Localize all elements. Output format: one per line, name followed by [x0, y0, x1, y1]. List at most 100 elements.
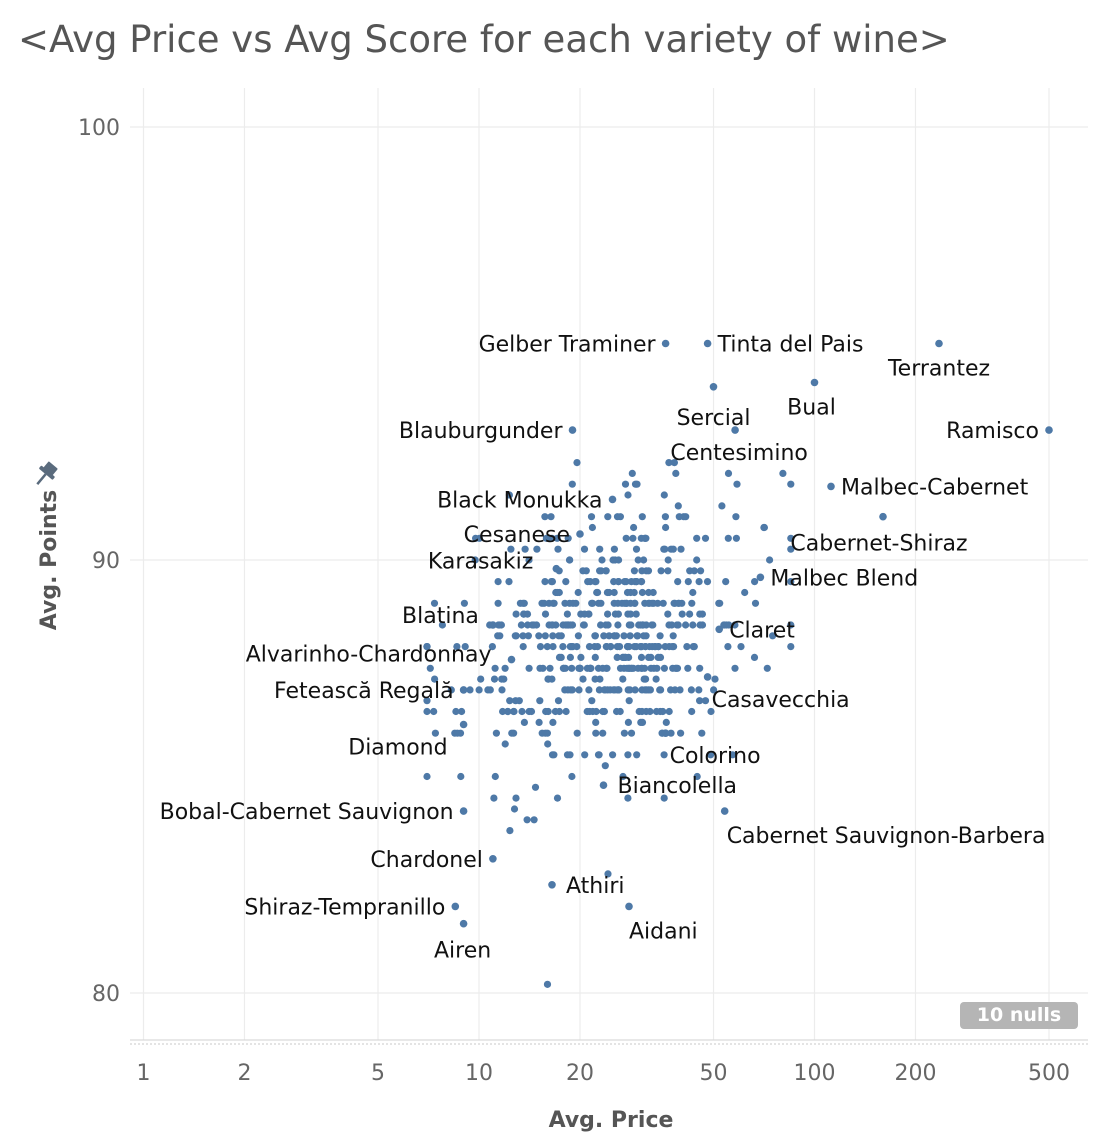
labeled-data-point[interactable]	[576, 530, 584, 538]
data-point[interactable]	[523, 610, 532, 618]
data-point[interactable]	[652, 707, 661, 716]
data-point[interactable]	[632, 610, 640, 618]
data-point[interactable]	[696, 610, 704, 618]
data-point[interactable]	[510, 805, 519, 813]
data-point[interactable]	[630, 523, 638, 532]
data-point[interactable]	[701, 534, 710, 542]
data-point[interactable]	[548, 621, 557, 629]
data-point[interactable]	[632, 545, 641, 553]
data-point[interactable]	[751, 578, 759, 586]
data-point[interactable]	[518, 707, 526, 716]
data-point[interactable]	[523, 816, 531, 824]
data-point[interactable]	[505, 578, 513, 586]
data-point[interactable]	[624, 751, 632, 759]
data-point[interactable]	[664, 556, 672, 564]
data-point[interactable]	[615, 556, 623, 564]
data-point[interactable]	[541, 632, 549, 640]
data-point[interactable]	[675, 513, 683, 521]
data-point[interactable]	[599, 707, 607, 716]
data-point[interactable]	[597, 621, 605, 629]
data-point[interactable]	[559, 643, 567, 651]
data-point[interactable]	[594, 751, 603, 759]
data-point[interactable]	[580, 621, 588, 629]
data-point[interactable]	[461, 643, 469, 651]
data-point[interactable]	[536, 664, 544, 672]
data-point[interactable]	[568, 643, 576, 651]
data-point[interactable]	[568, 664, 576, 672]
data-point[interactable]	[544, 740, 552, 748]
data-point[interactable]	[491, 772, 499, 781]
labeled-data-point[interactable]	[827, 482, 835, 491]
data-point[interactable]	[724, 469, 733, 477]
data-point[interactable]	[591, 675, 599, 683]
data-point[interactable]	[668, 621, 676, 629]
data-point[interactable]	[653, 664, 661, 672]
data-point[interactable]	[670, 459, 679, 467]
data-point[interactable]	[624, 491, 632, 499]
data-point[interactable]	[722, 578, 730, 586]
data-point[interactable]	[460, 599, 468, 607]
data-point[interactable]	[613, 653, 621, 662]
data-point[interactable]	[769, 632, 777, 640]
data-point[interactable]	[703, 578, 712, 586]
data-point[interactable]	[621, 599, 629, 607]
data-point[interactable]	[662, 718, 670, 727]
data-point[interactable]	[572, 599, 580, 607]
data-point[interactable]	[554, 697, 563, 705]
data-point[interactable]	[621, 480, 630, 488]
labeled-data-point[interactable]	[720, 807, 729, 815]
data-point[interactable]	[662, 523, 670, 532]
data-point[interactable]	[610, 599, 618, 607]
data-point[interactable]	[580, 545, 589, 553]
data-point[interactable]	[565, 556, 574, 564]
data-point[interactable]	[659, 707, 667, 716]
data-point[interactable]	[564, 534, 572, 542]
data-point[interactable]	[638, 707, 646, 716]
data-point[interactable]	[453, 729, 461, 737]
data-point[interactable]	[633, 751, 641, 759]
data-point[interactable]	[693, 772, 701, 781]
data-point[interactable]	[629, 534, 637, 542]
data-point[interactable]	[724, 534, 732, 542]
data-point[interactable]	[586, 664, 595, 672]
data-point[interactable]	[787, 534, 795, 542]
labeled-data-point[interactable]	[459, 720, 468, 729]
data-point[interactable]	[633, 480, 641, 488]
data-point[interactable]	[640, 556, 648, 564]
data-point[interactable]	[520, 718, 529, 727]
data-point[interactable]	[695, 686, 703, 694]
data-point[interactable]	[669, 632, 677, 640]
data-point[interactable]	[656, 632, 664, 640]
data-point[interactable]	[674, 578, 682, 586]
data-point[interactable]	[667, 729, 675, 737]
data-point[interactable]	[588, 697, 596, 705]
data-point[interactable]	[637, 718, 645, 727]
data-point[interactable]	[710, 686, 718, 694]
data-point[interactable]	[626, 632, 634, 640]
data-point[interactable]	[688, 599, 696, 607]
data-point[interactable]	[737, 643, 745, 651]
data-point[interactable]	[619, 675, 627, 683]
data-point[interactable]	[587, 513, 596, 521]
labeled-data-point[interactable]	[459, 919, 468, 928]
data-point[interactable]	[477, 675, 485, 683]
data-point[interactable]	[594, 643, 602, 651]
data-point[interactable]	[672, 469, 680, 477]
data-point[interactable]	[634, 556, 642, 564]
data-point[interactable]	[568, 772, 576, 781]
data-point[interactable]	[645, 653, 653, 662]
data-point[interactable]	[501, 664, 509, 672]
data-point[interactable]	[625, 697, 633, 705]
data-point[interactable]	[494, 599, 502, 607]
labeled-data-point[interactable]	[552, 564, 561, 573]
data-point[interactable]	[779, 469, 787, 477]
labeled-data-point[interactable]	[756, 573, 765, 582]
data-point[interactable]	[536, 697, 544, 705]
data-point[interactable]	[661, 513, 670, 521]
data-point[interactable]	[614, 686, 623, 694]
data-point[interactable]	[620, 632, 628, 640]
data-point[interactable]	[430, 599, 439, 607]
data-point[interactable]	[630, 643, 639, 651]
data-point[interactable]	[724, 643, 732, 651]
data-point[interactable]	[498, 686, 506, 694]
